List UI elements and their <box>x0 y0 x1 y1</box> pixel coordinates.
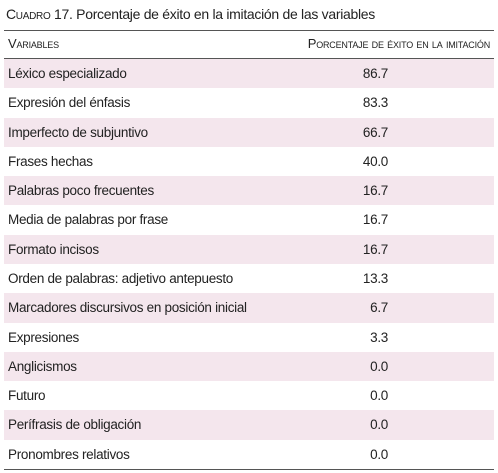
rule <box>4 58 494 59</box>
variable-cell: Pronombres relativos <box>8 446 130 462</box>
table-row: Palabras poco frecuentes 16.7 <box>4 176 494 206</box>
variable-cell: Futuro <box>8 388 46 404</box>
percent-cell: 16.7 <box>362 241 388 257</box>
caption-text: Porcentaje de éxito en la imitación de l… <box>76 6 375 22</box>
variable-cell: Imperfecto de subjuntivo <box>8 124 148 140</box>
percent-cell: 16.7 <box>362 212 388 228</box>
table-row: Orden de palabras: adjetivo antepuesto 13… <box>4 264 494 293</box>
variable-cell: Palabras poco frecuentes <box>8 183 154 199</box>
table-row: Perífrasis de obligación 0.0 <box>4 410 494 440</box>
percent-cell: 0.0 <box>370 358 388 374</box>
variable-cell: Perífrasis de obligación <box>8 417 142 433</box>
table-row: Pronombres relativos 0.0 <box>4 440 494 469</box>
caption-label: Cuadro 17. <box>6 6 73 22</box>
table-row: Expresión del énfasis 83.3 <box>4 88 494 117</box>
variable-cell: Formato incisos <box>8 241 99 257</box>
variable-cell: Expresiones <box>8 329 79 345</box>
percent-cell: 0.0 <box>370 417 388 433</box>
percent-cell: 86.7 <box>362 66 388 81</box>
variable-cell: Marcadores discursivos en posición inici… <box>8 300 247 316</box>
variable-cell: Media de palabras por frase <box>8 212 168 228</box>
table-row: Frases hechas 40.0 <box>4 147 494 176</box>
caption: Cuadro 17. Porcentaje de éxito en la imi… <box>6 6 375 22</box>
percent-cell: 83.3 <box>362 95 388 111</box>
variable-cell: Anglicismos <box>8 358 77 374</box>
variable-cell: Orden de palabras: adjetivo antepuesto <box>8 271 234 286</box>
table-row: Expresiones 3.3 <box>4 323 494 352</box>
table-row: Media de palabras por frase 16.7 <box>4 205 494 234</box>
table-row: Formato incisos 16.7 <box>4 234 494 264</box>
table-row: Marcadores discursivos en posición inici… <box>4 293 494 323</box>
percent-cell: 6.7 <box>370 300 388 316</box>
table-row: Léxico especializado 86.7 <box>4 59 494 89</box>
percent-cell: 0.0 <box>370 388 388 404</box>
table-row: Futuro 0.0 <box>4 381 494 410</box>
table-row: Anglicismos 0.0 <box>4 351 494 382</box>
variable-cell: Expresión del énfasis <box>8 95 131 111</box>
percent-cell: 66.7 <box>362 124 388 140</box>
percent-cell: 40.0 <box>362 153 388 169</box>
column-header: Variables <box>8 36 59 51</box>
percent-cell: 3.3 <box>370 329 388 345</box>
variable-cell: Léxico especializado <box>8 66 127 81</box>
rule <box>4 30 494 31</box>
table-row: Imperfecto de subjuntivo 66.7 <box>4 117 494 147</box>
percent-cell: 0.0 <box>370 446 388 462</box>
percent-cell: 16.7 <box>362 183 388 199</box>
variable-cell: Frases hechas <box>8 153 93 169</box>
percent-cell: 13.3 <box>362 271 388 286</box>
rule <box>4 469 494 470</box>
column-header: Porcentaje de éxito en la imitación <box>307 36 490 51</box>
